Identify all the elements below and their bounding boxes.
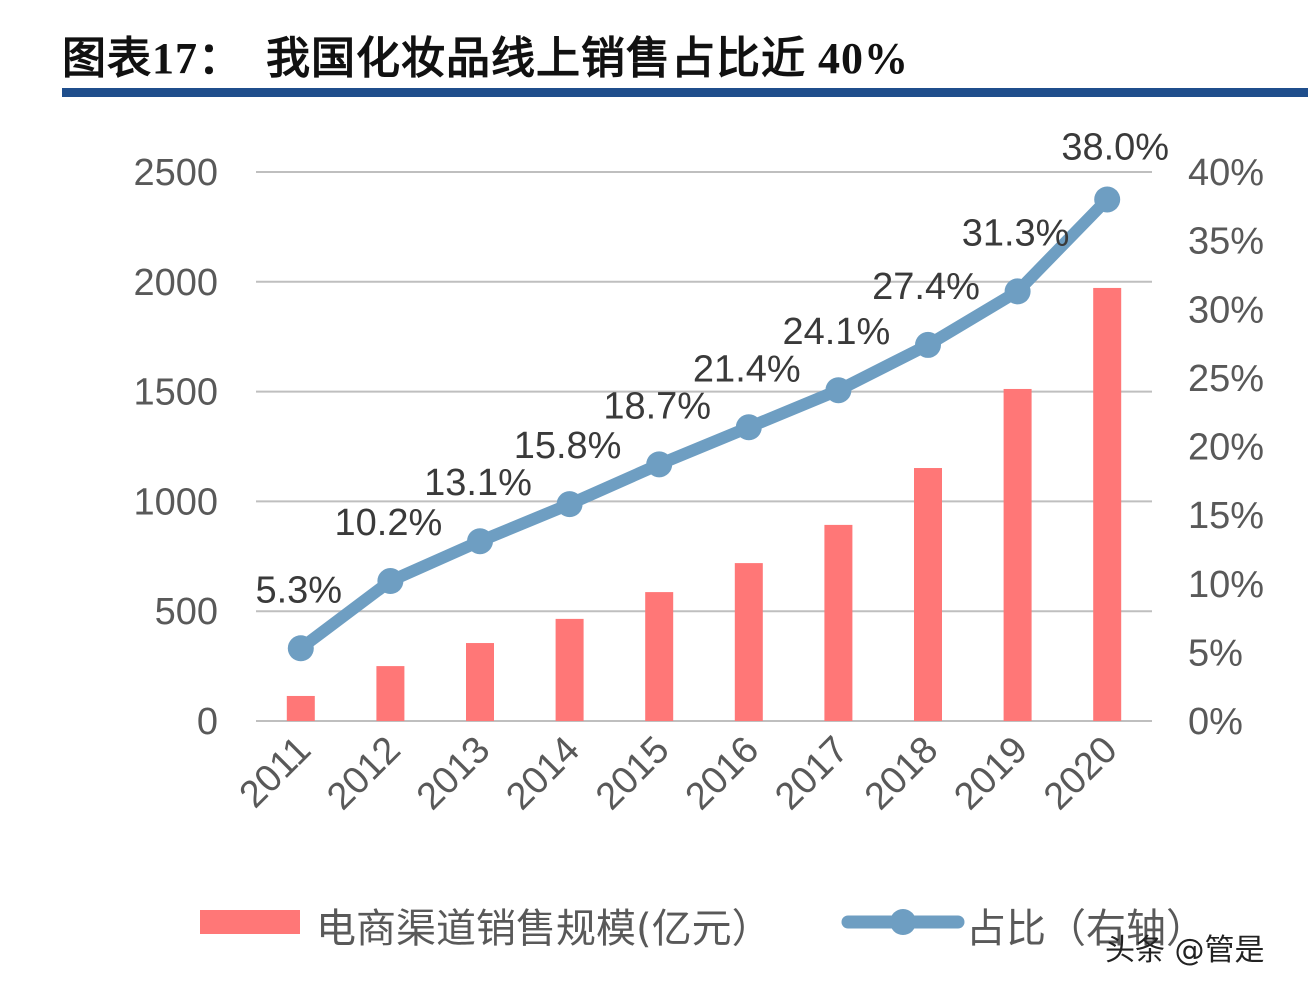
line-point (467, 528, 493, 555)
right-tick-label: 10% (1188, 564, 1264, 606)
left-tick-label: 0 (197, 701, 218, 743)
left-axis: 0 500 1000 1500 2000 2500 (133, 152, 218, 743)
x-tick-label: 2016 (678, 729, 767, 818)
left-tick-label: 500 (155, 591, 218, 633)
bar (466, 643, 494, 721)
bar-series (286, 287, 1122, 721)
title-rule (62, 88, 1308, 97)
x-axis: 2011 2012 2013 2014 2015 2016 2017 2018 2019 2020 (232, 729, 1126, 818)
line-series (287, 186, 1121, 662)
right-axis: 0% 5% 10% 15% 20% 25% 30% 35% 40% (1188, 152, 1264, 743)
legend-line-label: 占比（右轴） (966, 906, 1206, 952)
bar (645, 592, 674, 721)
legend: 电商渠道销售规模(亿元） 占比（右轴） (200, 906, 1206, 952)
right-tick-label: 25% (1188, 358, 1264, 400)
watermark: 头条 @管是 (1105, 933, 1265, 968)
x-tick-label: 2018 (857, 729, 946, 818)
bar (914, 468, 942, 721)
x-tick-label: 2019 (946, 729, 1035, 818)
right-tick-label: 5% (1188, 632, 1243, 674)
data-label: 18.7% (603, 385, 711, 427)
x-tick-label: 2015 (588, 729, 677, 818)
data-label: 15.8% (514, 425, 622, 467)
legend-bar-swatch (200, 910, 300, 934)
chart-title: 图表17： 我国化妆品线上销售占比近 40% (62, 34, 909, 83)
line-point (556, 491, 583, 518)
legend-line-marker (890, 909, 916, 935)
line-point (646, 451, 673, 478)
bar (734, 563, 763, 721)
right-tick-label: 35% (1188, 221, 1264, 263)
bar (376, 666, 405, 721)
data-label: 31.3% (962, 212, 1070, 254)
legend-bar-label: 电商渠道销售规模(亿元） (316, 906, 772, 952)
left-tick-label: 1000 (133, 481, 218, 523)
x-tick-label: 2020 (1036, 729, 1125, 818)
left-tick-label: 2000 (133, 262, 218, 304)
data-label: 27.4% (872, 266, 980, 308)
gridlines (256, 171, 1152, 722)
data-label: 5.3% (255, 569, 342, 611)
data-label: 24.1% (783, 311, 891, 353)
data-label: 13.1% (424, 462, 532, 504)
right-tick-label: 0% (1188, 701, 1243, 743)
right-tick-label: 20% (1188, 427, 1264, 469)
data-label: 38.0% (1061, 126, 1169, 168)
bar (286, 695, 315, 721)
left-tick-label: 2500 (133, 152, 218, 194)
left-tick-label: 1500 (133, 372, 218, 414)
bar (824, 524, 853, 721)
share-line (297, 195, 1112, 654)
x-tick-label: 2017 (767, 729, 856, 818)
bar (555, 618, 584, 721)
right-tick-label: 40% (1188, 152, 1264, 194)
bar (1093, 287, 1122, 721)
right-tick-label: 30% (1188, 289, 1264, 331)
line-point (825, 377, 852, 404)
line-point (735, 414, 762, 441)
x-tick-label: 2014 (498, 729, 587, 818)
x-tick-label: 2013 (409, 729, 498, 818)
line-point (1094, 186, 1121, 213)
line-point (287, 635, 314, 662)
bar (1003, 388, 1032, 721)
data-labels: 5.3% 10.2%13.1%15.8%18.7%21.4%24.1%27.4% 3… (255, 126, 1169, 611)
x-tick-label: 2012 (319, 729, 408, 818)
right-tick-label: 15% (1188, 495, 1264, 537)
x-tick-label: 2011 (232, 729, 319, 816)
data-label: 10.2% (335, 502, 443, 544)
line-point (377, 568, 404, 595)
data-label: 21.4% (693, 348, 801, 390)
line-point (915, 331, 941, 358)
line-point (1004, 278, 1031, 305)
